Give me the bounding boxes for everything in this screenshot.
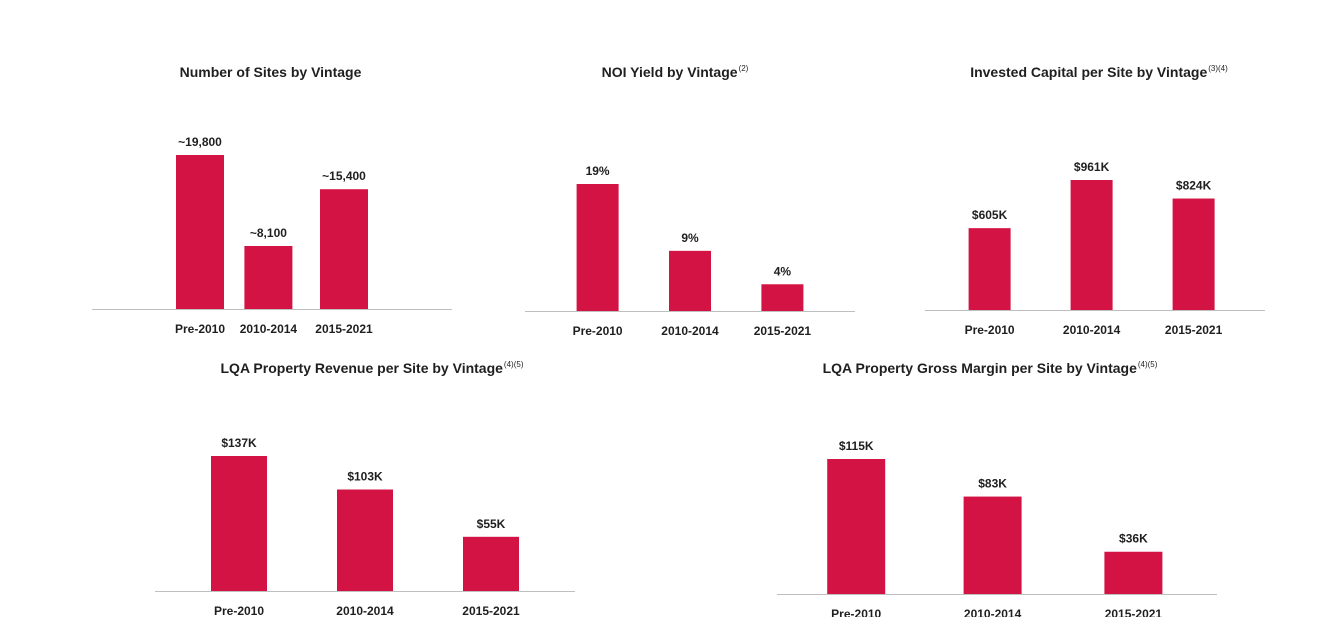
chart-title-text: LQA Property Gross Margin per Site by Vi… [822,360,1137,376]
bar-2015-2021 [1172,198,1215,310]
bar-2010-2014 [963,496,1022,594]
data-label: $961K [1074,160,1110,174]
data-label: $137K [221,436,257,450]
x-tick-label: 2010-2014 [964,607,1022,617]
chart-title-text: NOI Yield by Vintage [601,64,738,80]
x-tick-label: 2010-2014 [1063,323,1121,337]
x-tick-label: 2015-2021 [462,604,520,617]
x-tick-label: 2015-2021 [315,322,373,336]
bar-2010-2014 [337,489,393,591]
x-tick-label: 2010-2014 [240,322,298,336]
x-tick-label: Pre-2010 [965,323,1015,337]
bar-2015-2021 [463,536,519,591]
data-label: ~15,400 [322,169,366,183]
chart-sites: ~19,800 Pre-2010 ~8,100 2010-2014 ~15,400 201… [92,135,452,336]
chart-title-text: LQA Property Revenue per Site by Vintage [220,360,503,376]
chart-title-text: Number of Sites by Vintage [179,64,362,80]
chart-title-text: Invested Capital per Site by Vintage [970,64,1208,80]
x-tick-label: Pre-2010 [175,322,225,336]
data-label: $605K [972,208,1008,222]
data-label: $103K [347,470,383,484]
chart-title-lqa-revenue: LQA Property Revenue per Site by Vintage… [221,360,524,376]
data-label: 19% [586,164,610,178]
x-tick-label: 2015-2021 [1105,607,1163,617]
data-label: ~8,100 [250,226,287,240]
x-tick-label: Pre-2010 [831,607,881,617]
bar-pre-2010 [968,228,1011,310]
chart-title-footnote: (2) [738,64,749,73]
chart-title-noi-yield: NOI Yield by Vintage(2) [602,64,749,80]
x-tick-label: 2015-2021 [1165,323,1223,337]
chart-title-footnote: (4)(5) [503,360,524,369]
bar-pre-2010 [576,184,619,311]
chart-lqa-revenue: $137K Pre-2010 $103K 2010-2014 $55K 2015-2021 [155,436,575,617]
chart-title-lqa-gross-margin: LQA Property Gross Margin per Site by Vi… [823,360,1158,376]
bar-pre-2010 [211,456,267,591]
x-tick-label: 2010-2014 [336,604,394,617]
chart-noi-yield: 19% Pre-2010 9% 2010-2014 4% 2015-2021 [525,164,855,338]
bar-2010-2014 [1070,180,1113,310]
data-label: $55K [477,517,506,531]
chart-title-invested-capital: Invested Capital per Site by Vintage(3)(… [970,64,1228,80]
bar-2010-2014 [669,250,711,311]
data-label: $36K [1119,532,1148,546]
chart-title-footnote: (4)(5) [1137,360,1158,369]
x-tick-label: 2010-2014 [661,324,719,338]
bar-2015-2021 [761,284,804,311]
x-tick-label: Pre-2010 [214,604,264,617]
data-label: 4% [774,264,792,278]
data-label: $83K [978,477,1007,491]
chart-title-footnote: (3)(4) [1208,64,1228,73]
bar-pre-2010 [827,459,886,594]
chart-lqa-gross-margin: $115K Pre-2010 $83K 2010-2014 $36K 2015-2021 [777,439,1217,617]
data-label: $115K [839,439,874,453]
bar-pre-2010 [176,155,224,309]
chart-title-sites: Number of Sites by Vintage [180,64,363,80]
chart-invested-capital: $605K Pre-2010 $961K 2010-2014 $824K 2015-202… [925,160,1265,337]
bar-2010-2014 [244,246,293,309]
x-tick-label: Pre-2010 [573,324,623,338]
x-tick-label: 2015-2021 [754,324,812,338]
data-label: ~19,800 [178,135,222,149]
data-label: 9% [681,231,699,245]
bar-2015-2021 [1104,551,1163,594]
bar-2015-2021 [320,189,368,309]
data-label: $824K [1176,179,1212,193]
